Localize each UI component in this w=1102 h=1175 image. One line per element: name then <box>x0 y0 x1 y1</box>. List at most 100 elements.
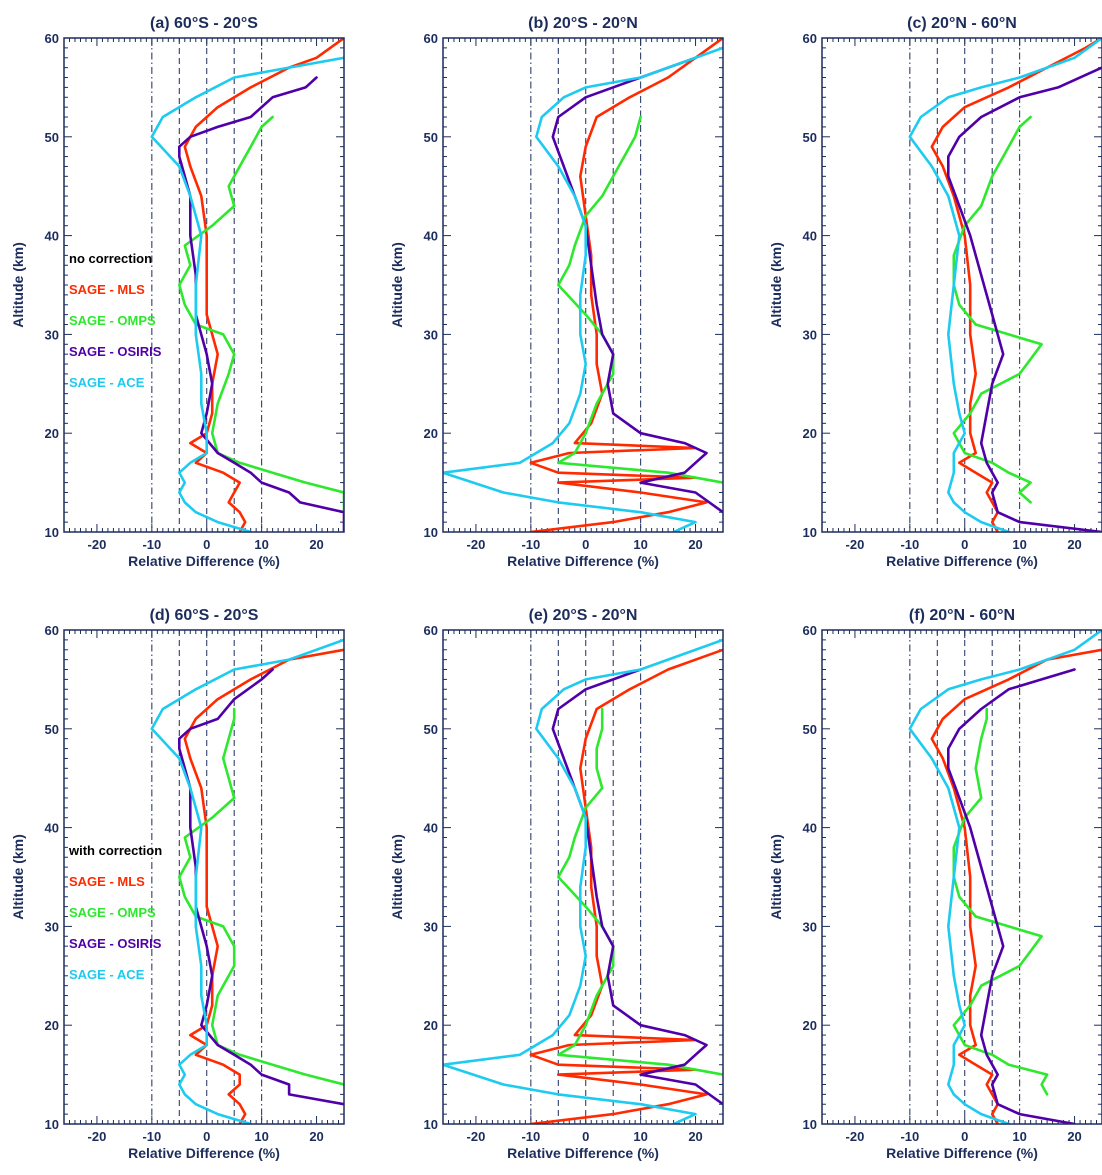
panel-title: (c) 20°N - 60°N <box>907 15 1017 32</box>
x-tick-label: -10 <box>142 1129 161 1144</box>
y-tick-label: 40 <box>803 821 817 836</box>
y-tick-label: 10 <box>45 525 59 540</box>
legend-entry: SAGE - OMPS <box>69 313 156 328</box>
y-tick-label: 10 <box>803 1117 817 1132</box>
series-line-sage-mls <box>183 38 344 532</box>
x-tick-label: -20 <box>467 537 486 552</box>
x-axis-label: Relative Difference (%) <box>507 553 659 569</box>
series-line-sage-osiris <box>947 66 1102 532</box>
series-line-sage-ace <box>908 38 1102 532</box>
x-axis-label: Relative Difference (%) <box>886 1145 1038 1161</box>
y-axis-label: Altitude (km) <box>389 834 405 920</box>
panel-d: -20 -10 0 10 20 10 20 30 40 50 60 (d) 60°S - 20°S Re… <box>10 607 345 1161</box>
y-tick-label: 20 <box>424 1018 438 1033</box>
y-tick-label: 30 <box>424 327 438 342</box>
x-axis-label: Relative Difference (%) <box>886 553 1038 569</box>
series-line-sage-omps <box>952 707 1049 1096</box>
plot-frame <box>63 629 345 1125</box>
y-tick-label: 40 <box>424 821 438 836</box>
y-axis-label: Altitude (km) <box>768 834 784 920</box>
x-tick-label: 10 <box>254 537 268 552</box>
x-tick-label: 10 <box>1012 1129 1026 1144</box>
panel-a: -20 -10 0 10 20 10 20 30 40 50 60 (a) 60°S - 20°S Re… <box>10 15 345 569</box>
legend-entry: SAGE - OSIRIS <box>69 344 162 359</box>
legend-entry: SAGE - ACE <box>69 375 145 390</box>
series-line-sage-ace <box>443 46 723 532</box>
y-tick-label: 40 <box>803 229 817 244</box>
y-tick-label: 20 <box>45 1018 59 1033</box>
y-axis-label: Altitude (km) <box>10 242 26 328</box>
panel-title: (f) 20°N - 60°N <box>909 607 1015 624</box>
y-tick-label: 40 <box>424 229 438 244</box>
x-tick-label: -10 <box>142 537 161 552</box>
y-tick-label: 60 <box>45 31 59 46</box>
y-tick-label: 40 <box>45 229 59 244</box>
y-tick-label: 20 <box>803 1018 817 1033</box>
x-tick-label: 20 <box>309 1129 323 1144</box>
x-axis-label: Relative Difference (%) <box>128 553 280 569</box>
legend-entry: SAGE - MLS <box>69 282 145 297</box>
y-axis-label: Altitude (km) <box>10 834 26 920</box>
x-tick-label: -20 <box>88 1129 107 1144</box>
x-tick-label: 0 <box>203 1129 210 1144</box>
series-group <box>150 638 344 1124</box>
y-tick-label: 40 <box>45 821 59 836</box>
panel-title: (e) 20°S - 20°N <box>529 607 638 624</box>
series-line-sage-osiris <box>947 668 1076 1124</box>
series-line-sage-mls <box>930 38 1102 532</box>
x-tick-label: 10 <box>254 1129 268 1144</box>
y-tick-label: 60 <box>803 31 817 46</box>
y-tick-label: 60 <box>803 623 817 638</box>
x-tick-label: -10 <box>900 1129 919 1144</box>
plot-frame <box>63 37 345 533</box>
series-group <box>908 630 1102 1124</box>
y-tick-label: 10 <box>424 525 438 540</box>
legend-title: no correction <box>69 251 152 266</box>
series-group <box>443 638 723 1124</box>
x-axis-label: Relative Difference (%) <box>128 1145 280 1161</box>
legend-entry: SAGE - OSIRIS <box>69 936 162 951</box>
plot-frame <box>442 629 724 1125</box>
plot-frame <box>821 629 1102 1125</box>
x-tick-label: 0 <box>582 1129 589 1144</box>
y-tick-label: 30 <box>424 919 438 934</box>
series-line-sage-ace <box>443 638 723 1124</box>
y-tick-label: 50 <box>424 130 438 145</box>
y-tick-label: 50 <box>803 130 817 145</box>
legend-title: with correction <box>68 843 162 858</box>
plot-frame <box>442 37 724 533</box>
y-tick-label: 20 <box>45 426 59 441</box>
panel-f: -20 -10 0 10 20 10 20 30 40 50 60 (f) 20°N - 60°N Re… <box>768 607 1102 1161</box>
panel-c: -20 -10 0 10 20 10 20 30 40 50 60 (c) 20°N - 60°N Re… <box>768 15 1102 569</box>
x-tick-label: 0 <box>961 537 968 552</box>
x-tick-label: -20 <box>467 1129 486 1144</box>
x-tick-label: 0 <box>582 537 589 552</box>
legend: no correction SAGE - MLS SAGE - OMPS SAGE -… <box>69 251 162 390</box>
series-line-sage-ace <box>150 56 344 532</box>
y-axis-label: Altitude (km) <box>768 242 784 328</box>
y-tick-label: 60 <box>45 623 59 638</box>
y-tick-label: 50 <box>803 722 817 737</box>
x-tick-label: 0 <box>961 1129 968 1144</box>
series-line-sage-mls <box>930 648 1102 1124</box>
x-tick-label: 20 <box>688 537 702 552</box>
y-tick-label: 30 <box>45 919 59 934</box>
y-tick-label: 60 <box>424 623 438 638</box>
x-axis-label: Relative Difference (%) <box>507 1145 659 1161</box>
y-tick-label: 10 <box>803 525 817 540</box>
y-tick-label: 30 <box>803 919 817 934</box>
y-tick-label: 60 <box>424 31 438 46</box>
series-line-sage-omps <box>557 707 723 1076</box>
y-axis-label: Altitude (km) <box>389 242 405 328</box>
y-tick-label: 20 <box>803 426 817 441</box>
x-tick-label: -20 <box>846 1129 865 1144</box>
y-tick-label: 30 <box>45 327 59 342</box>
x-tick-label: 10 <box>1012 537 1026 552</box>
x-tick-label: 20 <box>688 1129 702 1144</box>
y-tick-label: 50 <box>45 130 59 145</box>
series-line-sage-omps <box>178 707 344 1086</box>
y-tick-label: 10 <box>45 1117 59 1132</box>
x-tick-label: 0 <box>203 537 210 552</box>
y-tick-label: 50 <box>424 722 438 737</box>
